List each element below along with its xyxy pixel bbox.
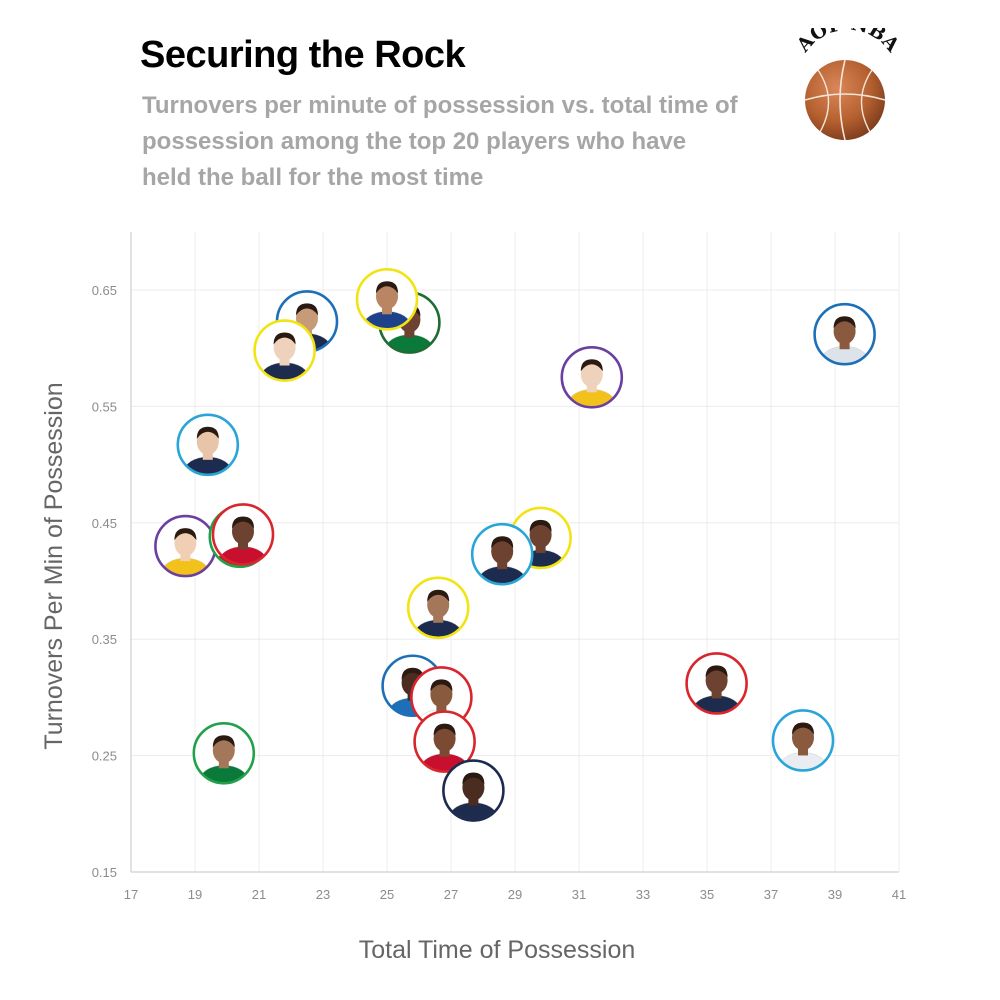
axes: [130, 232, 899, 873]
player-ring: [685, 652, 748, 715]
data-point: [176, 413, 240, 477]
data-point: [154, 514, 217, 578]
data-points: [154, 268, 876, 822]
data-point: [813, 302, 876, 366]
y-tick-label: 0.55: [92, 399, 117, 414]
y-tick-label: 0.35: [92, 632, 117, 647]
x-tick-label: 17: [124, 887, 138, 902]
x-tick-label: 29: [508, 887, 522, 902]
data-point: [192, 721, 256, 785]
chart-subtitle: Turnovers per minute of possession vs. t…: [142, 92, 738, 191]
y-tick-label: 0.45: [92, 516, 117, 531]
player-ring: [211, 503, 275, 566]
data-point: [442, 759, 505, 822]
player-ring: [813, 302, 876, 366]
y-tick-label: 0.25: [92, 749, 117, 764]
player-ring: [176, 413, 240, 477]
player-ring: [355, 268, 419, 331]
x-axis-label: Total Time of Possession: [359, 936, 636, 964]
player-ring: [406, 576, 470, 640]
x-tick-label: 37: [764, 887, 778, 902]
x-tick-label: 19: [188, 887, 202, 902]
x-tick-label: 31: [572, 887, 586, 902]
data-point: [413, 710, 476, 773]
x-tick-label: 35: [700, 887, 714, 902]
x-tick-label: 41: [892, 887, 906, 902]
y-tick-label: 0.65: [92, 283, 117, 298]
x-tick-label: 23: [316, 887, 330, 902]
x-tick-labels: 17 19 21 23 25 27 29 31 33 35 37 39 41: [124, 887, 906, 902]
data-point: [470, 522, 534, 586]
player-ring: [560, 345, 624, 409]
x-tick-label: 27: [444, 887, 458, 902]
player-ring: [771, 709, 835, 772]
data-point: [771, 709, 835, 772]
y-tick-label: 0.15: [92, 865, 117, 880]
x-tick-label: 33: [636, 887, 650, 902]
player-ring: [192, 721, 256, 785]
x-tick-label: 21: [252, 887, 266, 902]
player-ring: [413, 710, 476, 773]
data-point: [253, 319, 316, 382]
player-ring: [442, 759, 505, 822]
player-ring: [253, 319, 316, 382]
data-point: [355, 268, 419, 331]
player-ring: [470, 522, 534, 586]
data-point: [211, 503, 275, 566]
chart-title: Securing the Rock: [140, 34, 466, 76]
y-tick-labels: 0.15 0.25 0.35 0.45 0.55 0.65: [92, 283, 117, 880]
y-axis-label: Turnovers Per Min of Possession: [40, 382, 68, 749]
x-tick-label: 39: [828, 887, 842, 902]
x-tick-label: 25: [380, 887, 394, 902]
data-point: [685, 652, 748, 715]
data-point: [560, 345, 624, 409]
aop-nba-logo: AOP NBA: [792, 28, 904, 141]
